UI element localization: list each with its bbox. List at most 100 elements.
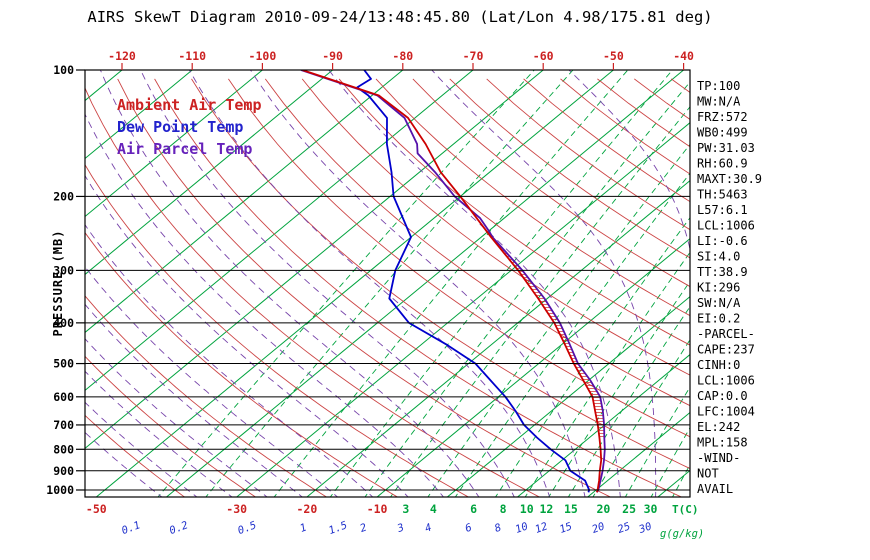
stat-line: LI:-0.6 (697, 234, 748, 248)
mixing-ratio-label: 0.1 (120, 519, 142, 537)
stat-line: AVAIL (697, 482, 733, 496)
pressure-tick-label: 1000 (46, 483, 74, 497)
mixing-ratio-line (157, 70, 535, 497)
isotherm-line (236, 122, 690, 497)
isotherm-line (85, 70, 263, 218)
stat-line: TT:38.9 (697, 265, 748, 279)
stat-line: LCL:1006 (697, 374, 755, 388)
dry-adiabat-line (85, 295, 328, 497)
bottom-temp-label: -30 (226, 502, 247, 516)
temp-unit-label: T(C) (672, 503, 699, 516)
stat-line: SI:4.0 (697, 250, 740, 264)
dry-adiabat-line (486, 78, 690, 231)
mixing-ratio-axis-label: 30 (644, 502, 658, 516)
stat-line: MW:N/A (697, 95, 741, 109)
isotherm-line (85, 70, 333, 276)
stat-line: MAXT:30.9 (697, 172, 762, 186)
stat-line: -PARCEL- (697, 327, 755, 341)
mixing-ratio-label: 10 (514, 520, 530, 536)
mixing-ratio-line (650, 426, 690, 497)
mixing-ratio-axis-label: 8 (500, 502, 507, 516)
isotherm-line (85, 70, 544, 450)
mixing-ratio-line (364, 81, 690, 497)
legend-parcel-label: Air Parcel Temp (117, 140, 252, 158)
top-axis-label: -60 (533, 49, 554, 63)
mixing-unit-label: g(g/kg) (660, 528, 704, 540)
mixing-ratio-line (567, 305, 690, 497)
dewpoint-trace (356, 70, 591, 493)
dry-adiabat-line (85, 163, 470, 497)
mixing-ratio-axis-label: 4 (430, 502, 437, 516)
isotherm-line (166, 70, 684, 497)
stat-line: TP:100 (697, 79, 740, 93)
moist-adiabat-line (328, 70, 621, 497)
moist-adiabat-line (761, 70, 848, 499)
pressure-tick-label: 600 (53, 390, 74, 404)
top-axis-label: -80 (392, 49, 413, 63)
mixing-ratio-label: 12 (533, 520, 549, 536)
moist-adiabat-line (85, 266, 339, 497)
stat-line: L57:6.1 (697, 203, 748, 217)
stat-line: WB0:499 (697, 126, 748, 140)
isotherm-line (376, 237, 690, 497)
mixing-ratio-label: 1.5 (327, 519, 349, 537)
dry-adiabat-line (375, 78, 690, 317)
chart-title: AIRS SkewT Diagram 2010-09-24/13:48:45.8… (87, 8, 712, 26)
mixing-ratio-label: 8 (493, 521, 503, 534)
moist-adiabat-line (85, 338, 268, 497)
stat-line: -WIND- (697, 451, 740, 465)
isotherm-line (517, 353, 690, 497)
mixing-ratio-line (524, 251, 690, 497)
dry-adiabat-line (301, 78, 690, 376)
moist-adiabat-line (140, 70, 515, 497)
isotherm-line (728, 70, 870, 497)
mixing-ratio-label: 15 (558, 520, 574, 536)
mixing-ratio-line (389, 106, 690, 497)
moist-adiabat-line (568, 70, 690, 252)
isotherm-line (587, 411, 690, 497)
mixing-ratio-label: 25 (616, 520, 632, 536)
dry-adiabat-line (412, 78, 690, 288)
dry-adiabat-line (85, 355, 257, 497)
mixing-ratio-label: 20 (590, 520, 606, 536)
mixing-ratio-axis-label: 6 (470, 502, 477, 516)
mixing-ratio-line (592, 339, 690, 497)
mixing-ratio-label: 0.5 (236, 519, 258, 537)
bottom-temp-label: -10 (367, 502, 388, 516)
moist-adiabat-line (85, 401, 198, 497)
pressure-tick-label: 300 (53, 263, 74, 277)
stat-line: SW:N/A (697, 296, 741, 310)
stat-line: EL:242 (697, 420, 740, 434)
isotherm-line (306, 180, 690, 497)
stat-line: CAP:0.0 (697, 389, 748, 403)
dry-adiabat-line (85, 231, 399, 497)
top-axis-label: -120 (108, 49, 136, 63)
mixing-ratio-label: 2 (358, 521, 368, 534)
top-axis-label: -110 (178, 49, 206, 63)
ambient-temp-trace (302, 70, 603, 493)
stat-line: LFC:1004 (697, 405, 755, 419)
dry-adiabat-line (338, 78, 690, 346)
moist-adiabat-line (431, 70, 657, 497)
top-axis-label: -40 (673, 49, 694, 63)
pressure-axis-title: PRESSURE (MB) (51, 230, 65, 337)
plot-border (84, 69, 691, 498)
dry-adiabat-line (117, 78, 612, 497)
pressure-tick-label: 700 (53, 418, 74, 432)
stat-line: PW:31.03 (697, 141, 755, 155)
dry-adiabat-line (228, 78, 690, 438)
top-axis-label: -90 (322, 49, 343, 63)
top-axis-label: -50 (603, 49, 624, 63)
pressure-tick-label: 400 (53, 316, 74, 330)
isotherm-line (85, 70, 404, 334)
top-axis-label: -70 (463, 49, 484, 63)
stat-line: CINH:0 (697, 358, 740, 372)
legend-dewpoint-label: Dew Point Temp (117, 118, 243, 136)
mixing-ratio-axis-label: 25 (622, 502, 636, 516)
mixing-ratio-line (672, 463, 690, 497)
mixing-ratio-line (329, 70, 673, 497)
pressure-tick-label: 200 (53, 189, 74, 203)
moist-adiabat-line (85, 113, 445, 497)
moist-adiabat-line (99, 70, 480, 497)
